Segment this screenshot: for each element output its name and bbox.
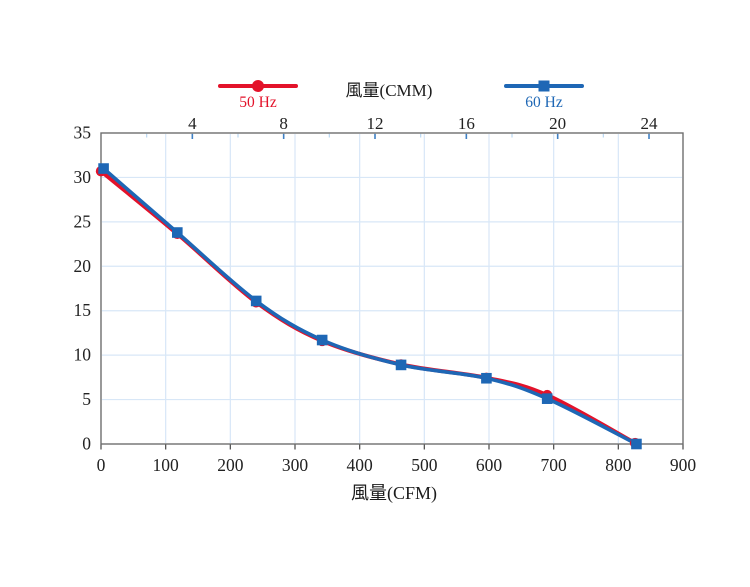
data-point-marker-60hz — [172, 227, 183, 238]
bottom-axis-title: 風量(CFM) — [350, 483, 438, 503]
top-axis-tick-label: 20 — [549, 114, 566, 133]
y-axis-tick-label: 15 — [74, 300, 92, 320]
data-point-marker-60hz — [98, 163, 109, 174]
bottom-axis-tick-label: 0 — [97, 455, 106, 475]
top-axis-tick-label: 4 — [188, 114, 197, 133]
bottom-axis-tick-label: 900 — [670, 455, 697, 475]
square-marker-icon — [538, 80, 550, 92]
legend-item-60hz: 60 Hz — [502, 80, 586, 111]
legend-60hz-swatch — [502, 80, 586, 92]
y-axis-tick-label: 10 — [74, 345, 92, 365]
circle-marker-icon — [252, 80, 264, 92]
legend-60hz-label: 60 Hz — [525, 94, 563, 111]
data-point-marker-60hz — [395, 359, 407, 371]
bottom-axis-tick-label: 300 — [282, 455, 309, 475]
bottom-axis-tick-label: 100 — [153, 455, 180, 475]
y-axis-tick-label: 20 — [74, 256, 92, 276]
legend-50hz-label: 50 Hz — [239, 94, 277, 111]
data-point-marker-60hz — [481, 372, 492, 384]
data-point-marker-60hz — [316, 334, 328, 346]
legend-item-50hz: 50 Hz — [216, 80, 300, 111]
y-axis-tick-label: 0 — [82, 434, 91, 454]
bottom-axis-tick-label: 700 — [541, 455, 568, 475]
y-axis-tick-label: 5 — [82, 389, 91, 409]
top-axis-tick-label: 24 — [641, 114, 659, 133]
series-line-60hz — [101, 166, 639, 446]
bottom-axis-tick-label: 500 — [411, 455, 438, 475]
legend-50hz-swatch — [216, 80, 300, 92]
top-axis-tick-label: 12 — [367, 114, 384, 133]
y-axis-tick-label: 35 — [74, 123, 92, 143]
bottom-axis-tick-label: 200 — [217, 455, 244, 475]
top-axis-tick-label: 16 — [458, 114, 475, 133]
bottom-axis-tick-label: 600 — [476, 455, 503, 475]
y-axis-tick-label: 30 — [74, 167, 92, 187]
top-axis-tick-label: 8 — [279, 114, 288, 133]
data-point-marker-60hz — [631, 438, 642, 450]
data-point-marker-60hz — [250, 295, 262, 307]
top-axis-title: 風量(CMM) — [345, 81, 433, 100]
data-point-marker-60hz — [541, 393, 553, 404]
bottom-axis-tick-label: 400 — [347, 455, 374, 475]
y-axis-tick-label: 25 — [74, 211, 92, 231]
bottom-axis-tick-label: 800 — [605, 455, 632, 475]
plot-frame — [100, 132, 684, 445]
